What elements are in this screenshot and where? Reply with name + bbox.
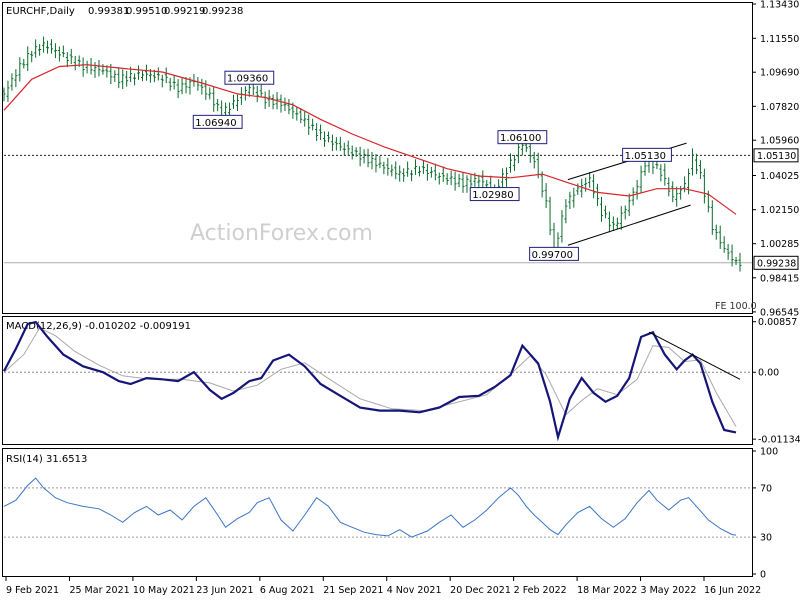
ohlc-open: 0.99381 [88,6,129,17]
xtick-label: 18 Mar 2022 [577,585,637,596]
moving-average-line [3,64,737,215]
price-annotation-box [622,147,672,162]
xtick-label: 2 Feb 2022 [514,585,567,596]
current-price-axis-label-box [753,255,799,270]
rsi-ytick-label: 0 [760,570,766,581]
rsi-layer [3,477,752,538]
xtick-label: 23 Jun 2021 [196,585,253,596]
resistance-axis-label-box [753,148,799,163]
current-price-axis-label: 0.99238 [757,258,796,269]
xtick-label: 16 Jun 2022 [704,585,761,596]
ohlc-high: 0.99510 [126,6,167,17]
price-ytick-label: 1.04025 [760,171,799,182]
macd-ytick-label: 0.00 [758,368,779,379]
rsi-title: RSI(14) 31.6513 [6,454,87,465]
macd-title: MACD(12,26,9) -0.010202 -0.009191 [6,321,191,332]
rsi-panel-frame [2,448,753,577]
rsi-ytick-label: 30 [760,533,772,544]
price-annotation-box [224,70,275,85]
ohlc-low: 0.99219 [164,6,205,17]
rsi-ytick-label: 100 [760,447,778,458]
price-annotation-box [529,246,579,261]
price-ytick-label: 1.07820 [760,102,799,113]
price-annotation-label: 1.09360 [227,74,268,85]
rsi-line [3,477,737,538]
resistance-axis-label: 1.05130 [757,151,796,162]
price-ytick-label: 1.05960 [760,136,799,147]
price-ytick-label: 1.09690 [760,68,799,79]
price-ytick-label: 1.00285 [760,239,799,250]
price-annotation-label: 1.06940 [195,118,236,129]
macd-layer [3,320,752,442]
price-annotation-label: 0.99700 [532,250,573,261]
xtick-label: 20 Dec 2021 [450,585,511,596]
ohlc-close: 0.99238 [202,6,243,17]
price-annotation-box [469,187,520,202]
macd-signal-line [3,327,737,427]
xtick-label: 4 Nov 2021 [387,585,442,596]
xtick-label: 21 Sep 2021 [323,585,383,596]
price-annotation-box [192,114,243,129]
macd-ytick-label: 0.00857 [758,317,797,328]
xtick-label: 25 Mar 2021 [69,585,129,596]
xtick-label: 3 May 2022 [641,585,697,596]
price-ytick-label: 1.02150 [760,205,799,216]
price-annotation-box [497,130,548,145]
price-ytick-label: 0.96545 [760,307,799,318]
xtick-label: 6 Aug 2021 [260,585,315,596]
price-annotation-label: 1.05130 [625,151,666,162]
macd-trendline [648,331,741,380]
price-annotation-label: 1.06100 [500,133,541,144]
xtick-label: 10 May 2021 [133,585,195,596]
macd-ytick-label: -0.011345 [758,435,800,446]
price-annotation-label: 1.02980 [472,190,513,201]
price-title: EURCHF,Daily [6,6,75,17]
axis-layer: 1.13430 1.11550 1.09690 1.07820 1.05960 1.040… [5,0,800,596]
price-layer: 1.14901.093601.069401.061001.029801.0513… [2,36,752,272]
macd-line [3,320,737,442]
macd-panel-frame [2,316,753,445]
channel-lower-line [567,204,691,246]
rsi-ytick-label: 70 [760,483,772,494]
watermark: ActionForex.com [190,221,373,246]
price-ytick-label: 1.11550 [760,34,799,45]
price-ytick-label: 1.13430 [760,0,799,11]
xtick-label: 9 Feb 2021 [6,585,59,596]
fe-label: FE 100.0 [715,301,757,312]
price-ytick-label: 0.98415 [760,273,799,284]
